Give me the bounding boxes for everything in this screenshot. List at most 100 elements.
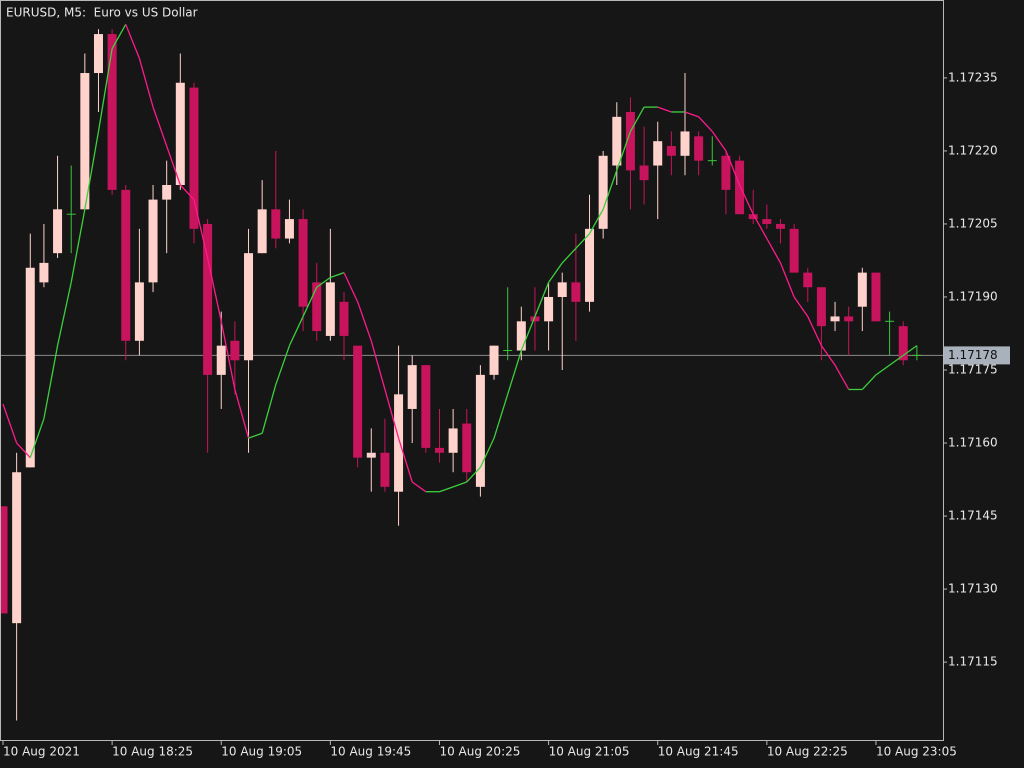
candle-body — [80, 73, 90, 210]
candle-body — [366, 452, 376, 458]
x-tick-label: 10 Aug 19:05 — [221, 745, 302, 759]
candle-body — [694, 136, 704, 161]
candle-body — [612, 116, 622, 166]
x-tick-label: 10 Aug 21:45 — [658, 745, 739, 759]
candle-body — [162, 185, 172, 200]
candle-body — [230, 340, 240, 361]
candle-body — [284, 219, 294, 239]
x-tick-label: 10 Aug 18:25 — [112, 745, 193, 759]
candle-body — [394, 394, 404, 492]
indicator-segment — [766, 238, 782, 264]
indicator-segment — [520, 316, 536, 351]
candle-body — [148, 199, 158, 283]
indicator-segment — [411, 481, 427, 493]
candle-body — [653, 141, 663, 166]
x-tick-label: 10 Aug 20:25 — [439, 745, 520, 759]
indicator-segment — [152, 106, 168, 147]
y-tick-label: 1.17175 — [948, 363, 998, 377]
candle-body — [816, 287, 826, 327]
indicator-segment — [629, 106, 645, 132]
y-tick-label: 1.17145 — [948, 509, 998, 523]
y-tick-label: 1.17130 — [948, 582, 998, 596]
candle-body — [421, 365, 431, 448]
indicator-segment — [820, 345, 836, 366]
indicator-segment — [206, 257, 222, 322]
indicator-segment — [834, 364, 850, 390]
indicator-segment — [507, 350, 522, 395]
indicator-segment — [138, 58, 154, 108]
candle-body — [134, 282, 144, 341]
y-tick-label: 1.17160 — [948, 436, 998, 450]
candle-body — [639, 165, 649, 181]
indicator-segment — [343, 272, 359, 303]
plot-area — [1, 24, 943, 721]
indicator-segment — [861, 374, 877, 390]
candle-body — [735, 160, 745, 215]
candle-body — [189, 87, 199, 229]
candle-body — [271, 209, 281, 239]
indicator-segment — [166, 145, 181, 186]
y-tick-label: 1.17115 — [948, 655, 998, 669]
indicator-segment — [575, 233, 590, 249]
candle-body — [571, 282, 581, 302]
x-tick-label: 10 Aug 22:25 — [767, 745, 848, 759]
indicator-segment — [384, 389, 400, 439]
x-tick-label: 10 Aug 19:45 — [330, 745, 411, 759]
y-tick-label: 1.17190 — [948, 289, 998, 303]
candle-body — [244, 253, 254, 361]
indicator-segment — [357, 301, 372, 342]
candle-body — [557, 282, 567, 297]
indicator-segment — [779, 262, 795, 298]
indicator-segment — [588, 209, 604, 235]
indicator-segment — [807, 316, 822, 346]
indicator-segment — [84, 131, 100, 210]
candle-body — [871, 272, 881, 322]
candle-body — [298, 219, 308, 307]
indicator-segment — [220, 321, 236, 390]
indicator-segment — [288, 316, 304, 346]
indicator-segment — [752, 213, 768, 239]
candle-body — [448, 428, 458, 453]
indicator-segment — [466, 466, 481, 483]
indicator-segment — [875, 364, 890, 376]
indicator-segment — [193, 199, 209, 259]
indicator-segment — [534, 282, 550, 317]
candle-body — [53, 209, 63, 254]
indicator-segment — [370, 340, 386, 390]
indicator-segment — [452, 481, 467, 488]
candle-body — [789, 228, 799, 273]
indicator-segment — [275, 345, 291, 385]
candle-body — [216, 345, 226, 375]
candle-body — [203, 223, 213, 375]
indicator-segment — [248, 432, 263, 439]
candle-body — [325, 282, 335, 336]
candle-body — [339, 301, 349, 336]
indicator-segment — [316, 276, 331, 288]
indicator-segment — [657, 106, 672, 113]
indicator-segment — [711, 131, 727, 152]
candle-body — [544, 296, 554, 322]
indicator-segment — [302, 286, 318, 317]
candle-body — [12, 472, 22, 624]
chart-title: EURUSD, M5: Euro vs US Dollar — [6, 6, 198, 20]
indicator-segment — [684, 111, 699, 118]
candle-body — [107, 34, 117, 190]
indicator-segment — [125, 24, 141, 59]
candle-body — [489, 345, 499, 375]
indicator-segment — [29, 418, 45, 458]
indicator-segment — [56, 282, 72, 346]
indicator-segment — [616, 131, 632, 171]
candle-body — [721, 155, 731, 190]
indicator-segment — [602, 170, 618, 210]
candle-body — [625, 111, 635, 171]
indicator-segment — [234, 389, 250, 439]
candle-body — [39, 262, 49, 283]
candle-body — [25, 267, 35, 468]
candle-body — [666, 146, 676, 156]
indicator-segment — [889, 354, 904, 366]
indicator-segment — [43, 345, 59, 419]
indicator-segment — [97, 48, 113, 132]
candle-body — [121, 189, 131, 341]
indicator-segment — [179, 184, 195, 201]
